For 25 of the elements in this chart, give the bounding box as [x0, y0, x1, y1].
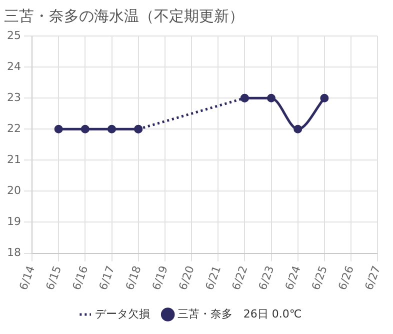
x-tick-label: 6/24 — [282, 264, 304, 292]
y-tick-label: 23 — [6, 90, 21, 104]
x-tick-label: 6/20 — [176, 264, 198, 292]
x-tick-label: 6/18 — [123, 264, 144, 292]
chart-title: 三苫・奈多の海水温（不定期更新） — [4, 6, 244, 25]
x-tick-label: 6/17 — [96, 264, 118, 292]
x-tick-label: 6/23 — [256, 264, 277, 292]
x-tick-label: 6/15 — [43, 264, 64, 292]
x-tick-label: 6/25 — [309, 264, 330, 292]
y-tick-label: 21 — [6, 153, 21, 166]
x-tick-label: 6/21 — [202, 264, 224, 292]
y-tick-label: 18 — [6, 246, 21, 260]
x-tick-label: 6/16 — [70, 264, 91, 292]
y-tick-label: 19 — [6, 215, 21, 228]
y-tick-label: 22 — [6, 122, 21, 135]
legend-label: 三苫・奈多 26日 0.0℃ — [177, 307, 302, 320]
x-tick-label: 6/27 — [362, 264, 384, 292]
y-tick-label: 24 — [6, 60, 21, 73]
x-tick-label: 6/14 — [16, 264, 38, 292]
x-tick-label: 6/22 — [230, 264, 250, 292]
y-tick-label: 25 — [6, 28, 21, 42]
x-tick-label: 6/19 — [150, 264, 170, 292]
legend-label: データ欠損 — [94, 307, 150, 320]
y-tick-label: 20 — [6, 184, 21, 198]
x-tick-label: 6/26 — [336, 264, 357, 292]
